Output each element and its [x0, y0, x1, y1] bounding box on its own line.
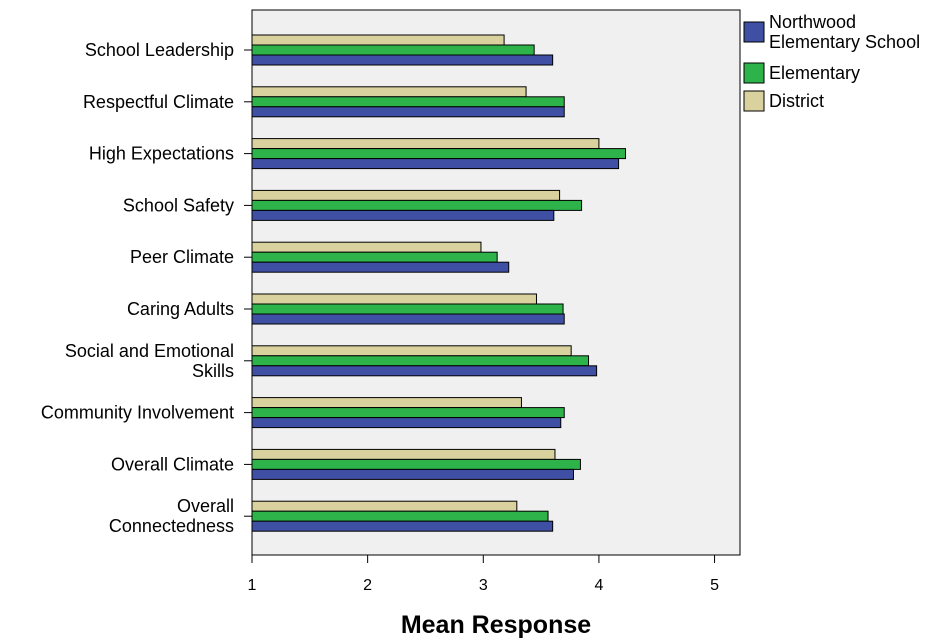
category-label: Peer Climate [130, 247, 234, 267]
legend-label: Elementary [769, 63, 860, 83]
y-axis: School Leadership Respectful Climate High … [41, 40, 252, 536]
bar-northwood-elementary-school-4 [251, 261, 510, 273]
bars-layer [251, 34, 627, 532]
category-label: Caring Adults [127, 299, 234, 319]
category-label: Overall [177, 496, 234, 516]
bar-district-4 [251, 241, 482, 253]
bar-district-3 [251, 189, 561, 201]
bar-northwood-elementary-school-6 [251, 365, 598, 377]
bar-northwood-elementary-school-5 [251, 313, 565, 325]
bar-northwood-elementary-school-1 [251, 106, 565, 118]
category-label: Community Involvement [41, 403, 234, 423]
category-label: Overall Climate [111, 454, 234, 474]
bar-elementary-5 [251, 303, 564, 315]
bar-northwood-elementary-school-0 [251, 54, 554, 66]
category-label: Respectful Climate [83, 92, 234, 112]
legend-swatch [743, 90, 765, 112]
category-label: High Expectations [89, 144, 234, 164]
x-tick-label: 2 [363, 577, 372, 594]
bar-elementary-3 [251, 199, 583, 211]
bar-northwood-elementary-school-7 [251, 417, 562, 429]
x-tick-label: 5 [710, 577, 719, 594]
bar-district-0 [251, 34, 505, 46]
category-label: School Safety [123, 195, 234, 215]
bar-district-2 [251, 138, 600, 150]
category-label: Social and Emotional [65, 341, 234, 361]
legend-label: Elementary School [769, 32, 920, 52]
bar-northwood-elementary-school-9 [251, 520, 554, 532]
bar-elementary-7 [251, 407, 565, 419]
x-tick-label: 4 [594, 577, 603, 594]
legend-swatch [743, 21, 765, 43]
bar-elementary-6 [251, 355, 590, 367]
bar-northwood-elementary-school-3 [251, 209, 555, 221]
bar-district-5 [251, 293, 537, 305]
bar-northwood-elementary-school-2 [251, 158, 620, 170]
bar-elementary-2 [251, 148, 627, 160]
bar-district-7 [251, 397, 522, 409]
category-label: Skills [192, 361, 234, 381]
legend-label: Northwood [769, 12, 856, 32]
bar-district-8 [251, 448, 556, 460]
bar-district-1 [251, 86, 527, 98]
bar-elementary-4 [251, 251, 498, 263]
bar-northwood-elementary-school-8 [251, 468, 574, 480]
x-tick-label: 1 [248, 577, 257, 594]
legend-swatch [743, 62, 765, 84]
bar-elementary-0 [251, 44, 535, 56]
x-axis: 1 2 3 4 5 [248, 555, 719, 594]
bar-elementary-8 [251, 458, 581, 470]
x-axis-title: Mean Response [401, 611, 591, 639]
category-label: Connectedness [109, 516, 234, 536]
bar-elementary-9 [251, 510, 549, 522]
bar-elementary-1 [251, 96, 565, 108]
bar-district-6 [251, 345, 572, 357]
category-label: School Leadership [85, 40, 234, 60]
bar-district-9 [251, 500, 518, 512]
legend-label: District [769, 91, 824, 111]
x-tick-label: 3 [479, 577, 488, 594]
